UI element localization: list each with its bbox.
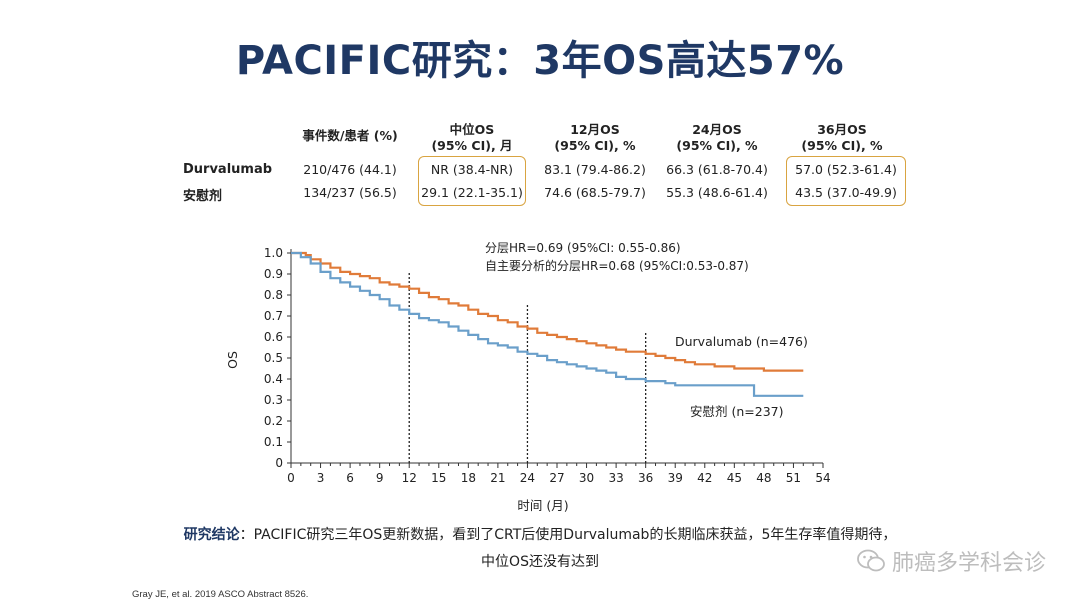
x-tick-label: 18: [461, 471, 476, 485]
x-tick-label: 54: [815, 471, 830, 485]
header-median-os: 中位OS (95% CI), 月: [431, 122, 513, 153]
x-tick-label: 15: [431, 471, 446, 485]
x-tick-label: 36: [638, 471, 653, 485]
y-tick-label: 0.9: [264, 267, 283, 281]
durva-os-24m: 66.3 (61.8-70.4): [666, 162, 768, 177]
placebo-os-24m: 55.3 (48.6-61.4): [666, 185, 768, 200]
placebo-os-36m: 43.5 (37.0-49.9): [795, 185, 897, 200]
x-tick-label: 0: [287, 471, 295, 485]
x-tick-label: 30: [579, 471, 594, 485]
durva-median-os: NR (38.4-NR): [430, 162, 514, 177]
y-tick-label: 0.3: [264, 393, 283, 407]
x-tick-label: 21: [490, 471, 505, 485]
y-tick-label: 1.0: [264, 246, 283, 260]
placebo-events: 134/237 (56.5): [303, 185, 397, 200]
y-tick-label: 0.5: [264, 351, 283, 365]
x-tick-label: 33: [608, 471, 623, 485]
header-events: 事件数/患者 (%): [302, 128, 398, 143]
durva-os-36m: 57.0 (52.3-61.4): [795, 162, 897, 177]
x-tick-label: 9: [376, 471, 384, 485]
y-axis-label: OS: [225, 351, 240, 369]
series-line-durvalumab: [291, 251, 804, 372]
km-survival-chart: 00.10.20.30.40.50.60.70.80.91.00 3 6 9 12 15 1…: [225, 241, 831, 513]
page-title: PACIFIC研究：3年OS高达57%: [235, 38, 845, 84]
durva-os-12m: 83.1 (79.4-86.2): [544, 162, 646, 177]
os-36m-highlight: [786, 156, 906, 206]
x-tick-label: 24: [520, 471, 535, 485]
x-tick-label: 42: [697, 471, 712, 485]
y-tick-label: 0.7: [264, 309, 283, 323]
durva-events: 210/476 (44.1): [303, 162, 397, 177]
x-tick-label: 51: [786, 471, 801, 485]
wechat-icon: [857, 549, 885, 572]
x-axis-label: 时间 (月): [517, 498, 568, 513]
header-os-12m: 12月OS (95% CI), %: [554, 122, 636, 153]
y-tick-label: 0.8: [264, 288, 283, 302]
y-tick-label: 0.6: [264, 330, 283, 344]
x-tick-label: 39: [668, 471, 683, 485]
reference-citation: Gray JE, et al. 2019 ASCO Abstract 8526.: [132, 589, 309, 600]
conclusion: 研究结论：PACIFIC研究三年OS更新数据，看到了CRT后使用Durvalum…: [0, 522, 1080, 576]
conclusion-text-2: 中位OS还没有达到: [481, 554, 599, 570]
placebo-os-12m: 74.6 (68.5-79.7): [544, 185, 646, 200]
series-label-durvalumab: Durvalumab (n=476): [675, 334, 808, 349]
y-tick-label: 0.1: [264, 435, 283, 449]
series-label-placebo: 安慰剂 (n=237): [690, 404, 783, 419]
y-tick-label: 0.4: [264, 372, 283, 386]
median-os-highlight: [418, 156, 526, 206]
results-table: 事件数/患者 (%) 中位OS (95% CI), 月 12月OS (95% CI)…: [0, 0, 1080, 220]
x-tick-label: 48: [756, 471, 771, 485]
conclusion-text-1: ：PACIFIC研究三年OS更新数据，看到了CRT后使用Durvalumab的长…: [239, 527, 897, 543]
y-tick-label: 0.2: [264, 414, 283, 428]
watermark: 肺癌多学科会诊: [856, 545, 1046, 577]
placebo-median-os: 29.1 (22.1-35.1): [421, 185, 523, 200]
row-label-durvalumab: Durvalumab: [183, 162, 273, 177]
x-tick-label: 27: [549, 471, 564, 485]
header-os-24m: 24月OS (95% CI), %: [676, 122, 758, 153]
x-tick-label: 45: [727, 471, 742, 485]
hr-annotation-primary: 自主要分析的分层HR=0.68 (95%CI:0.53-0.87): [485, 258, 749, 273]
hr-annotation: 分层HR=0.69 (95%CI: 0.55-0.86): [485, 241, 681, 255]
x-tick-label: 6: [346, 471, 354, 485]
conclusion-label: 研究结论: [183, 527, 240, 543]
header-os-36m: 36月OS (95% CI), %: [801, 122, 883, 153]
x-tick-label: 12: [402, 471, 417, 485]
row-label-placebo: 安慰剂: [183, 189, 223, 204]
x-tick-label: 3: [317, 471, 325, 485]
series-line-placebo: [291, 251, 804, 397]
watermark-text: 肺癌多学科会诊: [891, 551, 1046, 576]
y-tick-label: 0: [275, 456, 283, 470]
